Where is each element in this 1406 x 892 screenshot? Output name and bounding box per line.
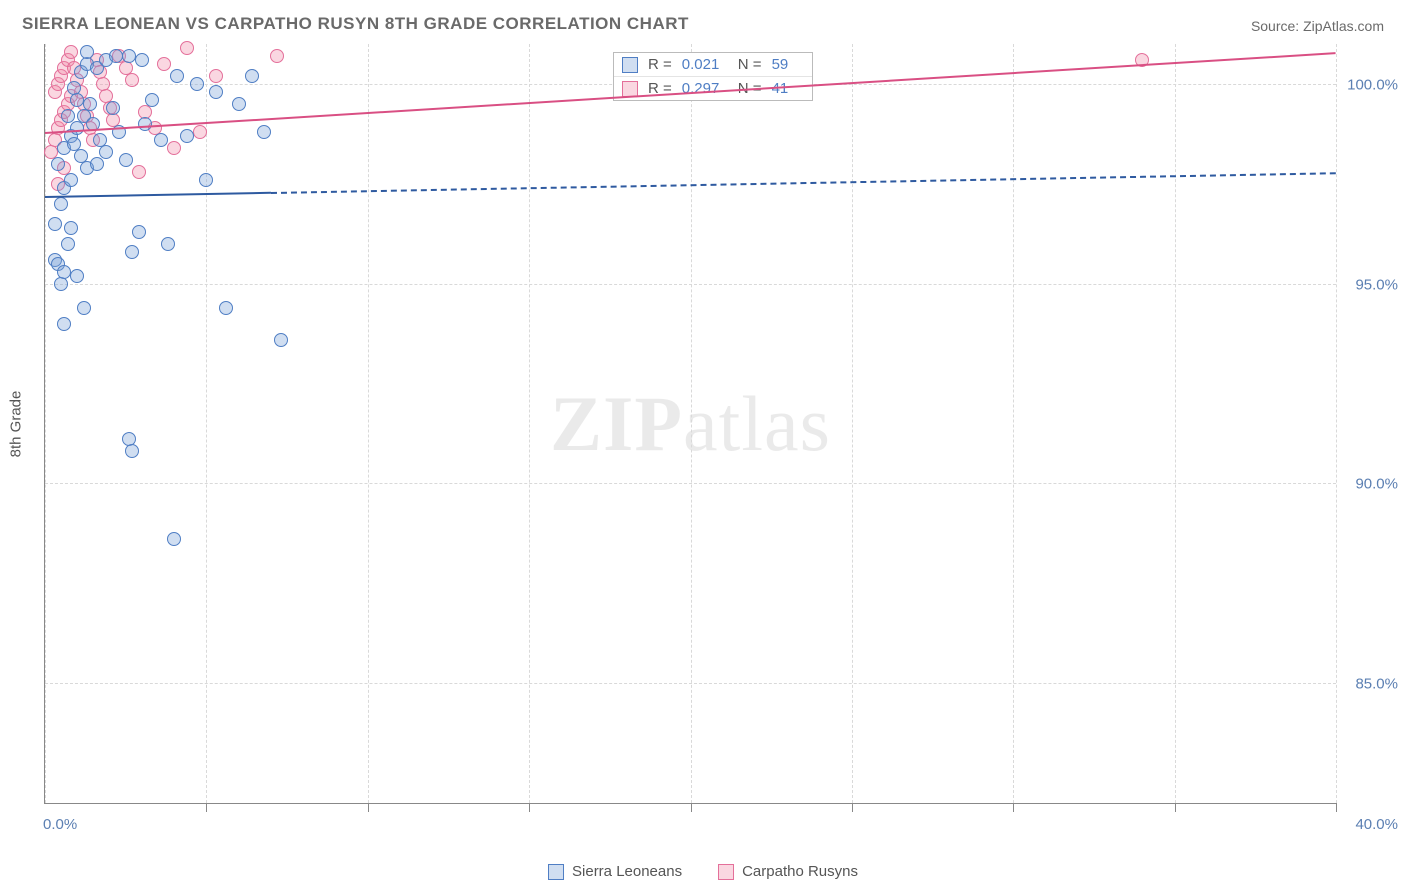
data-point-blue [190, 77, 204, 91]
data-point-blue [64, 221, 78, 235]
data-point-blue [245, 69, 259, 83]
data-point-blue [119, 153, 133, 167]
data-point-blue [106, 101, 120, 115]
data-point-blue [54, 277, 68, 291]
data-point-blue [61, 237, 75, 251]
chart-header: SIERRA LEONEAN VS CARPATHO RUSYN 8TH GRA… [0, 0, 1406, 44]
data-point-blue [209, 85, 223, 99]
data-point-blue [70, 93, 84, 107]
y-tick-label: 85.0% [1355, 676, 1398, 693]
stats-r-value: 0.021 [682, 56, 728, 73]
gridline-v [45, 44, 46, 803]
gridline-v [368, 44, 369, 803]
gridline-v [206, 44, 207, 803]
stats-box: R =0.021N =59R =0.297N =41 [613, 52, 813, 101]
data-point-blue [70, 121, 84, 135]
data-point-pink [157, 57, 171, 71]
data-point-blue [122, 49, 136, 63]
data-point-blue [232, 97, 246, 111]
chart-area: 8th Grade ZIPatlas 85.0%90.0%95.0%100.0%… [44, 44, 1336, 804]
data-point-pink [167, 141, 181, 155]
data-point-blue [90, 157, 104, 171]
y-tick-label: 95.0% [1355, 276, 1398, 293]
data-point-pink [132, 165, 146, 179]
trend-line [45, 192, 271, 198]
data-point-blue [61, 109, 75, 123]
y-tick-label: 90.0% [1355, 476, 1398, 493]
data-point-blue [257, 125, 271, 139]
gridline-v [1336, 44, 1337, 803]
data-point-blue [64, 173, 78, 187]
legend-item-pink: Carpatho Rusyns [718, 863, 858, 880]
data-point-blue [51, 157, 65, 171]
y-tick-label: 100.0% [1347, 76, 1398, 93]
gridline-v [852, 44, 853, 803]
data-point-blue [57, 265, 71, 279]
legend-label: Sierra Leoneans [572, 863, 682, 880]
plot-region: ZIPatlas 85.0%90.0%95.0%100.0%0.0%40.0%R… [44, 44, 1336, 804]
watermark-atlas: atlas [683, 380, 831, 467]
data-point-pink [193, 125, 207, 139]
data-point-blue [199, 173, 213, 187]
x-tick-label: 40.0% [1355, 816, 1398, 833]
y-axis-label: 8th Grade [8, 391, 25, 458]
gridline-v [529, 44, 530, 803]
data-point-pink [180, 41, 194, 55]
data-point-blue [170, 69, 184, 83]
stats-n-value: 59 [772, 56, 800, 73]
gridline-v [1013, 44, 1014, 803]
gridline-v [1175, 44, 1176, 803]
data-point-blue [77, 301, 91, 315]
watermark-zip: ZIP [550, 380, 683, 467]
data-point-blue [161, 237, 175, 251]
data-point-blue [167, 532, 181, 546]
data-point-blue [54, 197, 68, 211]
bottom-legend: Sierra Leoneans Carpatho Rusyns [548, 863, 858, 880]
data-point-blue [57, 317, 71, 331]
data-point-pink [64, 45, 78, 59]
data-point-blue [135, 53, 149, 67]
gridline-v [691, 44, 692, 803]
swatch-blue [548, 864, 564, 880]
source-name: ZipAtlas.com [1303, 18, 1384, 34]
data-point-blue [109, 49, 123, 63]
chart-source: Source: ZipAtlas.com [1251, 18, 1384, 34]
data-point-pink [209, 69, 223, 83]
chart-title: SIERRA LEONEAN VS CARPATHO RUSYN 8TH GRA… [22, 14, 689, 34]
data-point-blue [125, 444, 139, 458]
trend-line [271, 172, 1336, 194]
swatch-pink [718, 864, 734, 880]
data-point-blue [274, 333, 288, 347]
data-point-blue [48, 217, 62, 231]
data-point-blue [132, 225, 146, 239]
data-point-blue [154, 133, 168, 147]
data-point-pink [270, 49, 284, 63]
legend-label: Carpatho Rusyns [742, 863, 858, 880]
stats-n-label: N = [738, 56, 762, 73]
data-point-blue [219, 301, 233, 315]
data-point-blue [125, 245, 139, 259]
data-point-blue [145, 93, 159, 107]
stats-r-value: 0.297 [682, 80, 728, 97]
data-point-pink [125, 73, 139, 87]
data-point-blue [99, 145, 113, 159]
legend-item-blue: Sierra Leoneans [548, 863, 682, 880]
data-point-blue [70, 269, 84, 283]
x-tick-label: 0.0% [43, 816, 77, 833]
data-point-blue [138, 117, 152, 131]
data-point-blue [80, 45, 94, 59]
stats-r-label: R = [648, 56, 672, 73]
data-point-blue [83, 97, 97, 111]
stats-row-blue: R = 0.021 N = 59 [614, 53, 812, 77]
source-label: Source: [1251, 18, 1303, 34]
swatch-pink [622, 81, 638, 97]
data-point-blue [180, 129, 194, 143]
swatch-blue [622, 57, 638, 73]
